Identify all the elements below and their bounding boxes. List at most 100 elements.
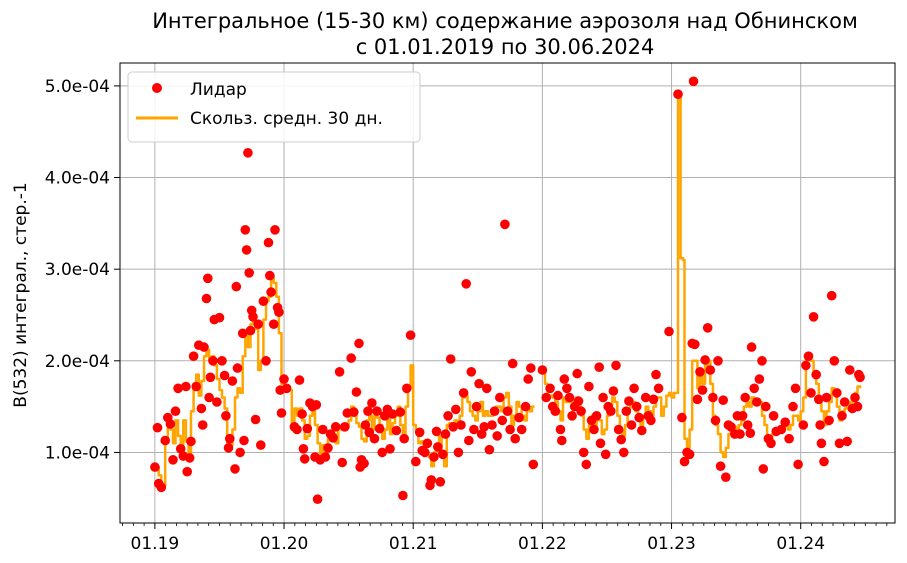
lidar-point	[746, 342, 757, 352]
lidar-point	[261, 356, 271, 366]
lidar-point	[160, 435, 170, 446]
lidar-point	[214, 312, 225, 323]
lidar-point	[223, 443, 234, 453]
y-axis-label: B(532) интеграл., стер.-1	[11, 182, 31, 407]
lidar-point	[173, 383, 183, 394]
lidar-point	[766, 438, 776, 449]
lidar-point	[263, 237, 274, 248]
lidar-point	[182, 466, 192, 477]
lidar-point	[761, 401, 771, 412]
lidar-point	[776, 424, 787, 435]
legend-box	[127, 71, 421, 143]
lidar-point	[334, 367, 345, 377]
lidar-point	[479, 422, 490, 432]
lidar-point	[637, 425, 647, 436]
lidar-point	[798, 420, 809, 430]
lidar-point	[466, 367, 477, 377]
lidar-point	[440, 429, 451, 439]
lidar-point	[426, 475, 437, 485]
lidar-point	[692, 394, 703, 405]
chart-title-line-1: Интегральное (15-30 км) содержание аэроз…	[152, 9, 858, 33]
lidar-point	[578, 447, 589, 458]
lidar-point	[372, 406, 382, 417]
lidar-point	[489, 406, 500, 417]
lidar-point	[740, 392, 750, 403]
lidar-point	[832, 388, 842, 398]
lidar-point	[456, 420, 466, 430]
lidar-point	[476, 429, 487, 439]
lidar-point	[710, 415, 721, 426]
lidar-point	[708, 392, 718, 403]
lidar-point	[562, 383, 572, 394]
lidar-point	[414, 427, 425, 438]
lidar-point	[713, 356, 723, 366]
lidar-point	[199, 342, 209, 352]
lidar-point	[598, 392, 608, 403]
x-tick-label: 01.22	[518, 534, 567, 554]
lidar-point	[541, 392, 551, 403]
lidar-point	[443, 411, 453, 421]
lidar-point	[640, 392, 651, 403]
lidar-point	[438, 449, 448, 460]
lidar-point	[677, 412, 687, 423]
lidar-point	[758, 464, 769, 474]
lidar-point	[323, 443, 333, 453]
lidar-point	[240, 225, 251, 235]
lidar-point	[318, 424, 328, 435]
lidar-point	[695, 367, 705, 377]
lidar-point	[497, 415, 508, 426]
chart-title-line-2: с 01.01.2019 по 30.06.2024	[356, 35, 655, 59]
lidar-point	[495, 392, 505, 403]
lidar-series	[150, 76, 865, 505]
lidar-point	[673, 89, 683, 99]
plot-frame	[119, 62, 896, 524]
lidar-point	[276, 408, 287, 418]
lidar-point	[507, 358, 518, 369]
lidar-point	[788, 401, 798, 412]
lidar-point	[217, 356, 227, 366]
lidar-point	[219, 370, 230, 381]
lidar-point	[500, 219, 510, 230]
lidar-point	[399, 433, 410, 444]
y-tick-label: 1.0e-04	[45, 443, 110, 463]
lidar-point	[411, 456, 421, 467]
lidar-point	[749, 383, 759, 394]
lidar-point	[227, 376, 238, 386]
lidar-point	[697, 385, 708, 395]
lidar-point	[487, 420, 497, 430]
lidar-point	[555, 424, 566, 435]
lidar-point	[576, 406, 586, 417]
lidar-point	[855, 372, 865, 383]
lidar-point	[824, 415, 834, 426]
lidar-point	[230, 464, 240, 474]
legend-lidar-label: Лидар	[190, 80, 247, 100]
lidar-point	[221, 411, 231, 421]
lidar-point	[165, 419, 176, 429]
lidar-point	[651, 369, 661, 380]
lidar-point	[648, 394, 659, 405]
lidar-point	[790, 383, 801, 394]
lidar-point	[175, 444, 186, 454]
lidar-point	[502, 406, 513, 417]
lidar-point	[181, 381, 191, 392]
lidar-point	[351, 387, 362, 397]
x-tick-label: 01.24	[776, 534, 825, 554]
x-tick-label: 01.19	[131, 534, 180, 554]
lidar-point	[458, 388, 469, 398]
lidar-point	[545, 383, 555, 394]
lidar-point	[340, 422, 350, 432]
lidar-point	[591, 411, 602, 421]
lidar-point	[484, 444, 495, 455]
lidar-point	[510, 433, 520, 444]
lidar-point	[363, 406, 373, 417]
lidar-point	[793, 459, 803, 470]
lidar-point	[594, 362, 604, 373]
lidar-point	[445, 354, 456, 364]
lidar-point	[311, 400, 322, 410]
lidar-point	[299, 454, 310, 464]
lidar-point	[806, 388, 816, 398]
lidar-point	[557, 435, 567, 446]
lidar-point	[274, 307, 284, 318]
lidar-point	[205, 372, 216, 383]
